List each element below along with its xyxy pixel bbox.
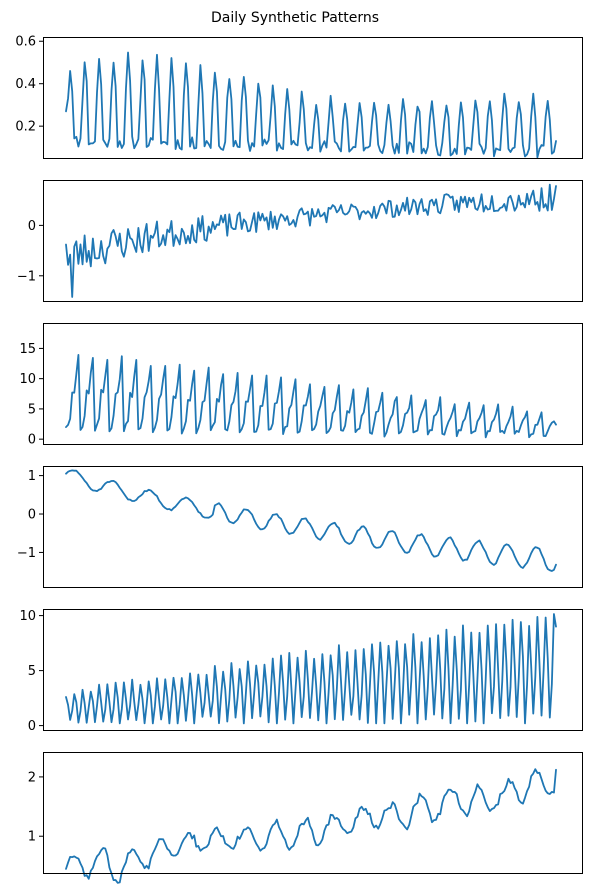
y-tick-label: 0 [28, 219, 36, 234]
panel-1: 0.2 0.4 0.6 [15, 35, 583, 159]
y-tick-label: 0.2 [15, 120, 36, 135]
axes-frame-1 [43, 37, 583, 159]
y-tick-label: 5 [28, 664, 36, 679]
axes-frame-6 [43, 752, 583, 874]
figure-title: Daily Synthetic Patterns [211, 10, 379, 26]
y-tick-label: 5 [28, 402, 36, 417]
panel-3: 0 5 10 15 [19, 323, 583, 448]
y-tick-label: 0 [28, 508, 36, 523]
axes-frame-3 [43, 323, 583, 445]
y-tick-label: 1 [28, 469, 36, 484]
y-tick-label: 15 [19, 342, 36, 357]
series-line-5 [65, 613, 557, 725]
y-tick-label: 0.4 [15, 77, 36, 92]
y-tick-label: −1 [17, 269, 36, 284]
panel-5: 0 5 10 [19, 609, 583, 734]
series-line-4 [65, 469, 557, 572]
series-line-6 [65, 768, 557, 884]
series-line-1 [65, 51, 557, 159]
y-tick-label: 2 [28, 770, 36, 785]
y-tick-label: 10 [19, 609, 36, 624]
series-line-2 [65, 183, 557, 298]
y-tick-label: 0.6 [15, 35, 36, 50]
axes-frame-2 [43, 180, 583, 302]
y-tick-label: −1 [17, 546, 36, 561]
axes-frame-4 [43, 466, 583, 588]
axes-frame-5 [43, 609, 583, 731]
panel-6: 12 [28, 752, 583, 884]
y-tick-label: 0 [28, 719, 36, 734]
panel-2: −1 0 [17, 180, 583, 302]
panel-4: −1 0 1 [17, 466, 583, 588]
y-tick-label: 1 [28, 830, 36, 845]
series-line-3 [65, 354, 557, 439]
y-tick-label: 0 [28, 433, 36, 448]
y-tick-label: 10 [19, 372, 36, 387]
